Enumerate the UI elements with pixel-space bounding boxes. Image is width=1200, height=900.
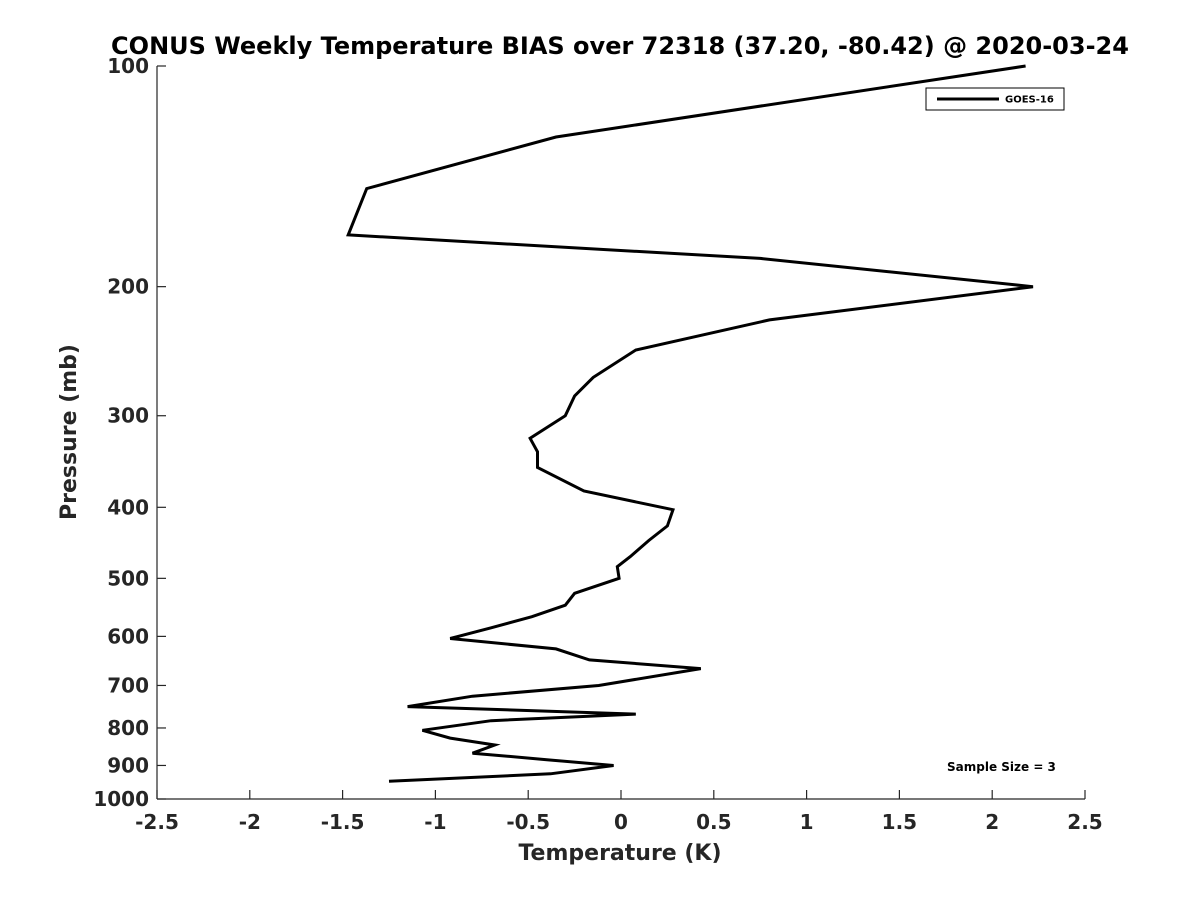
x-tick-label: 1.5 [882, 810, 917, 834]
x-axis-label: Temperature (K) [518, 841, 721, 866]
y-tick-label: 500 [107, 566, 149, 590]
legend-entry-goes-16: GOES-16 [1005, 95, 1054, 106]
y-tick-label: 900 [107, 753, 149, 777]
x-tick-label: -0.5 [506, 810, 550, 834]
x-tick-label: -2 [239, 810, 261, 834]
x-tick-label: 2 [985, 810, 999, 834]
y-axis-label: Pressure (mb) [57, 344, 82, 520]
y-axis-ticks: 100 200 300 400 500 600 700 800 900 1000 [93, 54, 166, 811]
x-tick-label: -1 [424, 810, 446, 834]
x-axis-ticks: -2.5 -2 -1.5 -1 -0.5 0 0.5 1 1.5 2 2.5 [135, 790, 1103, 834]
y-tick-label: 400 [107, 495, 149, 519]
y-tick-label: 600 [107, 624, 149, 648]
x-tick-label: 1 [800, 810, 814, 834]
y-tick-label: 800 [107, 716, 149, 740]
y-tick-label: 200 [107, 275, 149, 299]
x-tick-label: -1.5 [321, 810, 365, 834]
legend: GOES-16 [925, 87, 1065, 111]
x-tick-label: 2.5 [1067, 810, 1102, 834]
series-line-goes-16 [346, 64, 1034, 783]
y-tick-label: 300 [107, 404, 149, 428]
x-tick-label: 0 [614, 810, 628, 834]
x-tick-label: -2.5 [135, 810, 179, 834]
chart-title: CONUS Weekly Temperature BIAS over 72318… [111, 32, 1129, 60]
y-tick-label: 100 [107, 54, 149, 78]
sample-size-annotation: Sample Size = 3 [947, 760, 1056, 774]
x-tick-label: 0.5 [696, 810, 731, 834]
y-tick-label: 1000 [93, 787, 149, 811]
plot-axes [156, 66, 1085, 800]
y-tick-label: 700 [107, 673, 149, 697]
